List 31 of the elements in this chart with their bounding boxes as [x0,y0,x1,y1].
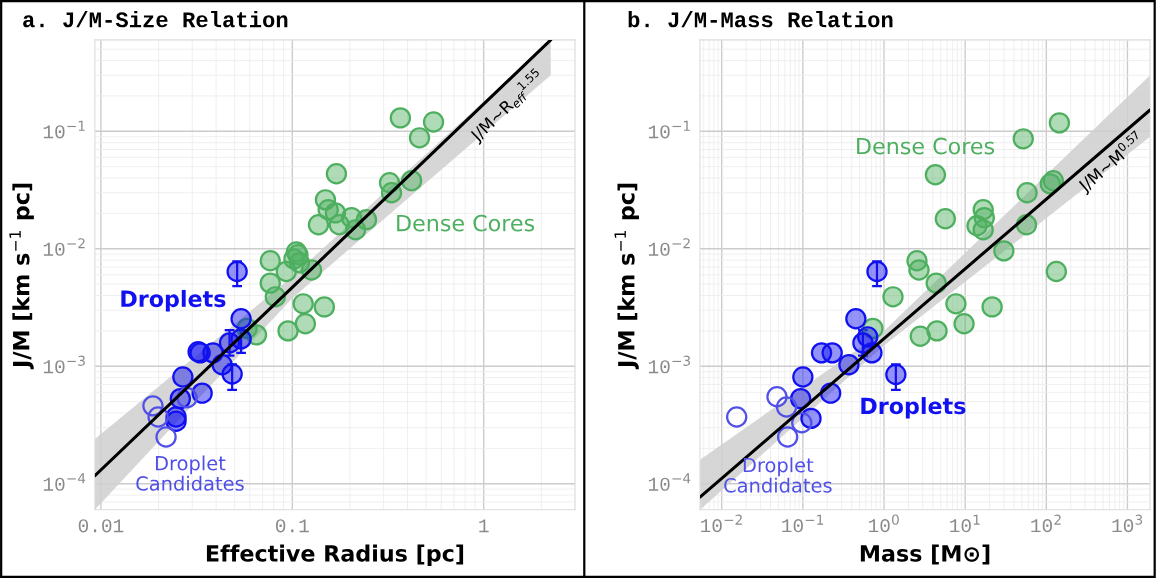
x-axis-title: Effective Radius [pc] [206,544,464,567]
x-axis-title: Mass [M⊙] [860,544,990,565]
series-label: Droplets [121,289,226,312]
chart-title: b. J/M-Mass Relation [628,11,893,28]
series-label: Droplet Candidates [724,457,832,493]
y-tick-label: 10$^{−4}$ [43,473,86,491]
x-tick-label: 10$^{−2}$ [701,514,742,533]
y-tick-label: 10$^{−3}$ [648,355,691,374]
y-axis-title: J/M [km s$^{−1}$ pc] [9,183,34,370]
text: J/M~R$_{eff}$$^{1.55}$ [467,67,547,145]
x-tick-label: 0.01 [78,519,124,533]
text: J/M~M$^{0.57}$ [1075,130,1147,196]
series-label: Dense Cores [397,214,535,232]
x-tick-label: 10$^{3}$ [1112,514,1143,533]
y-tick-label: 10$^{−2}$ [43,238,85,256]
x-tick-label: 10$^{1}$ [950,514,980,533]
y-tick-label: 10$^{−1}$ [43,120,85,139]
series-label: Droplet Candidates [136,455,244,491]
y-tick-label: 10$^{−3}$ [43,355,85,374]
y-tick-label: 10$^{−4}$ [648,473,691,491]
x-tick-label: 10$^{−1}$ [782,514,824,533]
y-tick-label: 10$^{−2}$ [648,238,690,256]
series-label: Droplets [861,397,966,419]
chart-title: a. J/M-Size Relation [23,11,288,28]
x-tick-label: 10$^{0}$ [868,514,899,533]
y-tick-label: 10$^{−1}$ [648,120,690,139]
x-tick-label: 1 [479,519,489,533]
x-tick-label: 10$^{2}$ [1031,514,1061,533]
series-label: Dense Cores [857,137,995,155]
x-tick-label: 0.1 [275,519,309,533]
y-axis-title: J/M [km s$^{−1}$ pc] [614,183,639,370]
